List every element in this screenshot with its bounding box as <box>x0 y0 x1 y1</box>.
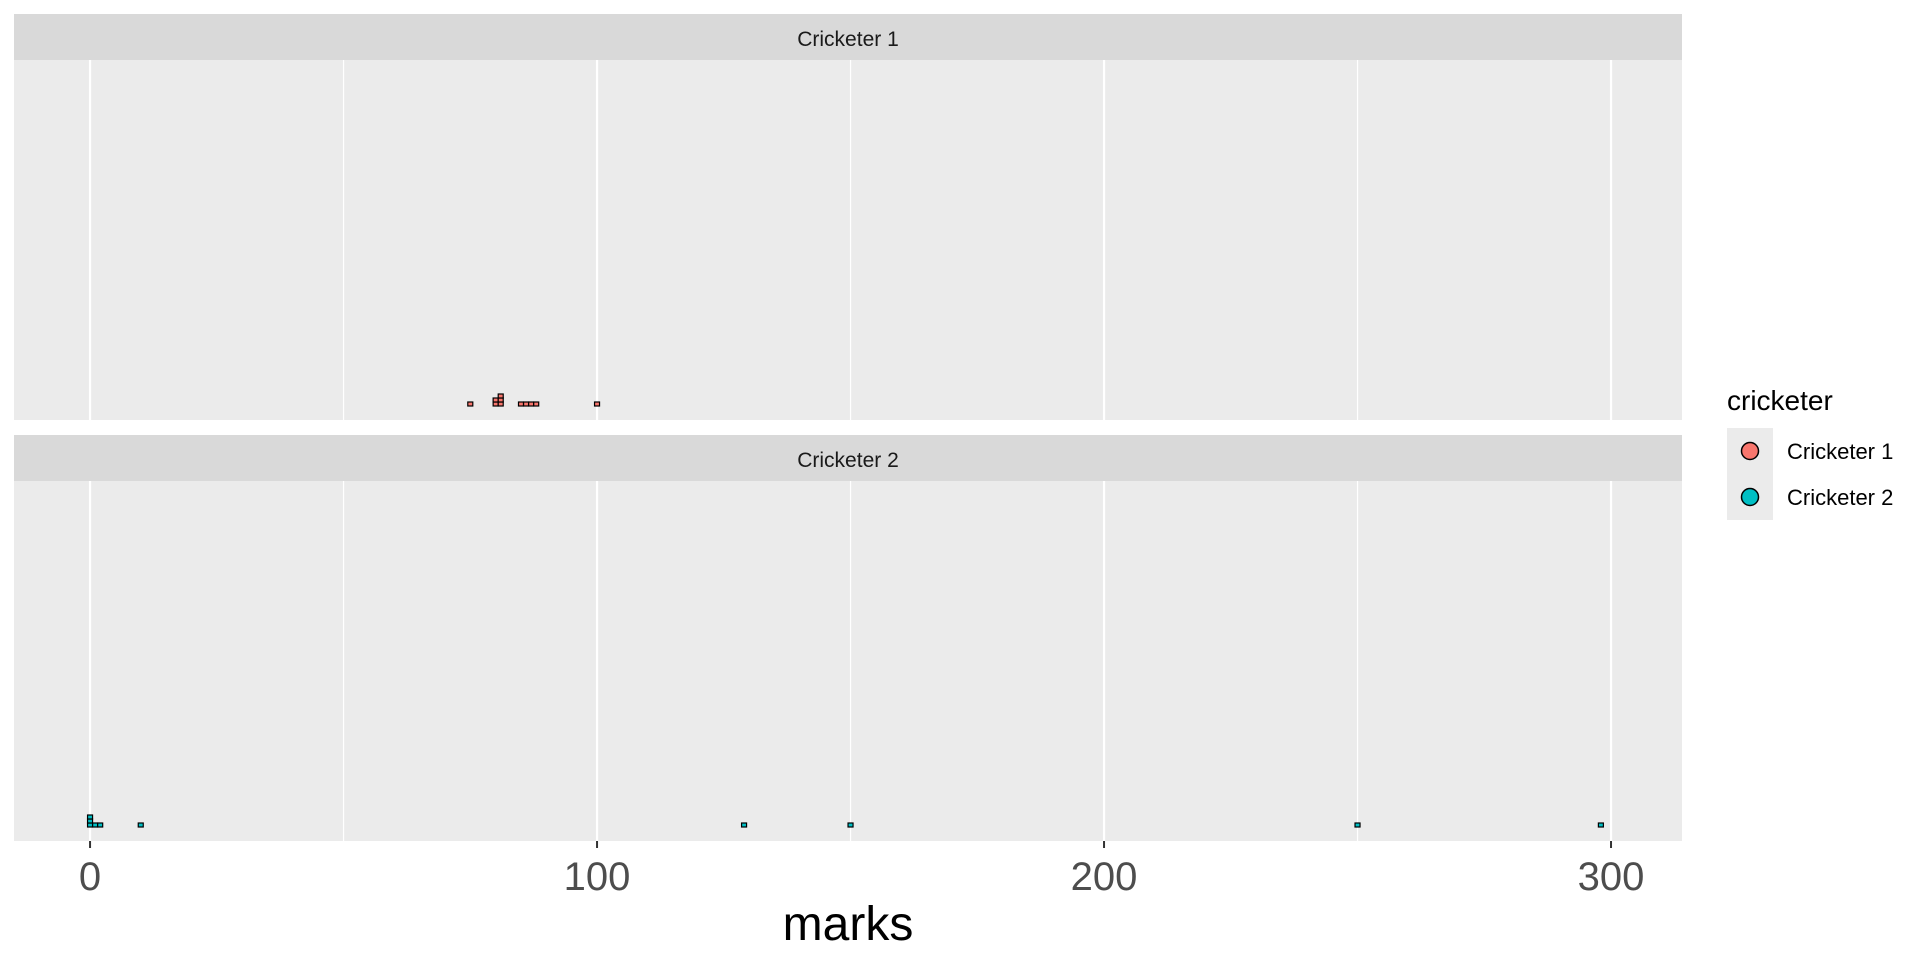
legend-key-cricketer-1 <box>1740 441 1760 461</box>
data-point-2-4 <box>97 822 104 828</box>
x-axis: 0 100 200 300 <box>79 841 1644 899</box>
x-tick-label-300: 300 <box>1578 855 1645 899</box>
data-point-1-10 <box>593 401 601 407</box>
data-point-2-2 <box>86 814 94 820</box>
legend-label-cricketer-1: Cricketer 1 <box>1787 439 1893 464</box>
gridlines-1 <box>88 60 1613 420</box>
strip-label-1: Cricketer 1 <box>797 28 899 51</box>
gridlines-2 <box>88 481 1613 841</box>
data-point-2-7 <box>847 822 854 828</box>
facet-panel-cricketer-1: Cricketer 1 <box>14 14 1682 420</box>
data-point-1-8 <box>528 401 535 407</box>
data-point-1-1 <box>492 401 499 407</box>
data-point-1-4 <box>497 397 504 403</box>
data-point-1-6 <box>517 401 525 407</box>
data-point-2-9 <box>1597 822 1604 828</box>
points-1 <box>467 393 601 407</box>
data-point-1-5 <box>497 393 504 399</box>
data-point-1-9 <box>533 401 540 407</box>
panel-background-1 <box>14 60 1682 420</box>
data-point-1-7 <box>522 401 530 407</box>
legend: cricketer Cricketer 1 Cricketer 2 <box>1727 385 1893 520</box>
data-point-2-6 <box>740 822 748 828</box>
x-tick-label-200: 200 <box>1071 855 1138 899</box>
data-point-2-8 <box>1354 822 1361 828</box>
panel-background-2 <box>14 481 1682 841</box>
x-tick-label-0: 0 <box>79 855 101 899</box>
data-point-2-5 <box>137 822 144 828</box>
points-2 <box>86 814 1604 828</box>
data-point-2-3 <box>92 822 99 828</box>
legend-label-cricketer-2: Cricketer 2 <box>1787 485 1893 510</box>
data-point-1-2 <box>492 397 499 403</box>
strip-label-2: Cricketer 2 <box>797 449 899 472</box>
data-point-1-0 <box>467 401 474 407</box>
x-tick-label-100: 100 <box>564 855 631 899</box>
strip-background-2 <box>14 435 1682 481</box>
strip-background-1 <box>14 14 1682 60</box>
x-axis-title: marks <box>783 898 914 951</box>
data-point-1-3 <box>497 401 504 407</box>
legend-key-cricketer-2 <box>1740 487 1760 507</box>
legend-title: cricketer <box>1727 385 1833 416</box>
facet-panel-cricketer-2: Cricketer 2 <box>14 435 1682 841</box>
